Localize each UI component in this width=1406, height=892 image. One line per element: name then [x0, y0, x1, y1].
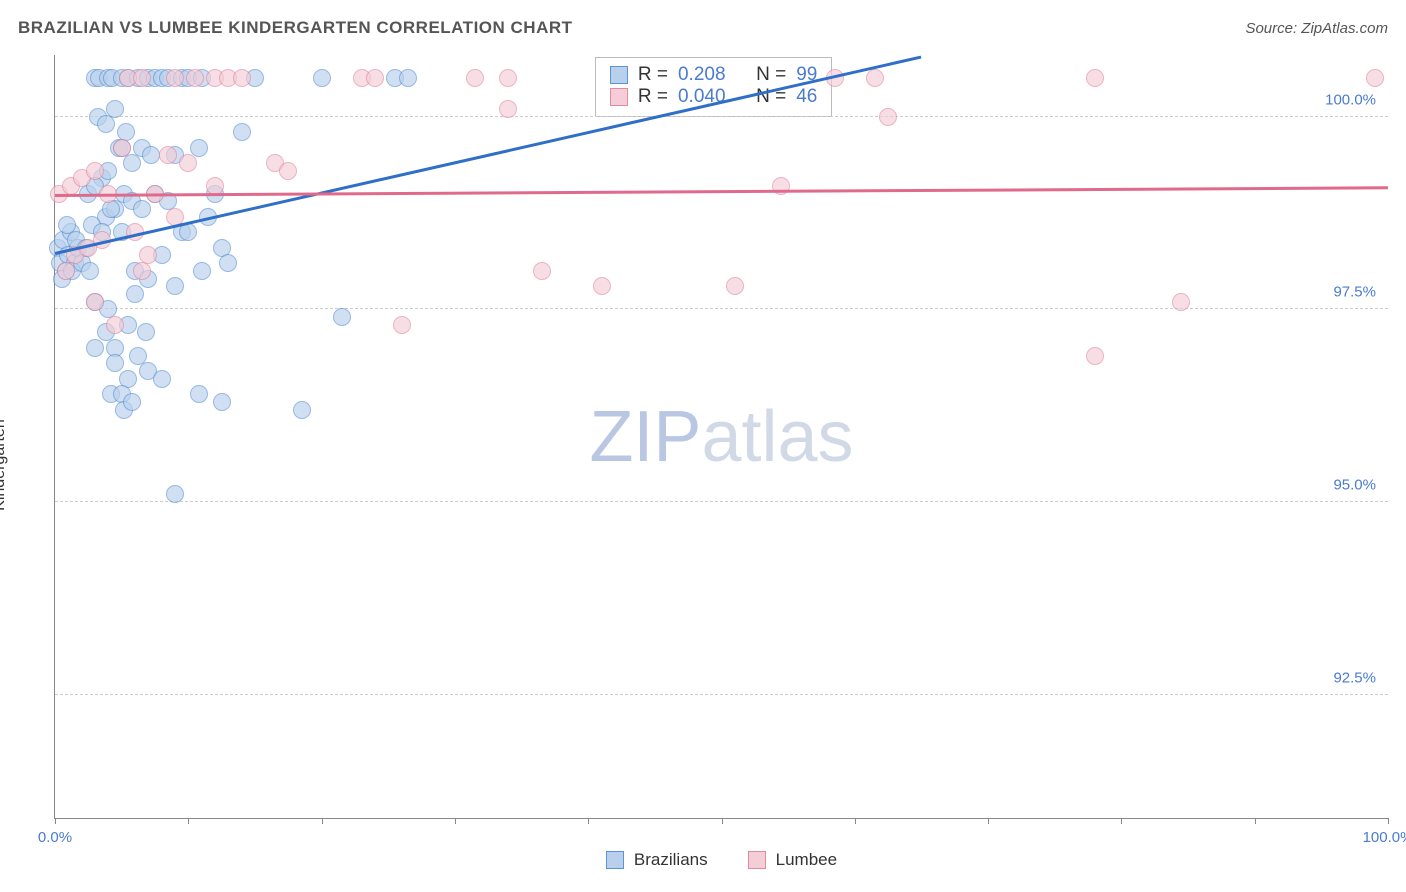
data-point	[499, 100, 517, 118]
x-tick	[455, 818, 456, 824]
data-point	[97, 115, 115, 133]
chart-header: BRAZILIAN VS LUMBEE KINDERGARTEN CORRELA…	[18, 18, 1388, 38]
x-tick	[1121, 818, 1122, 824]
series-swatch	[610, 88, 628, 106]
data-point	[866, 69, 884, 87]
x-tick	[988, 818, 989, 824]
legend-label: Brazilians	[634, 850, 708, 870]
gridline	[55, 308, 1388, 309]
data-point	[57, 262, 75, 280]
x-tick	[588, 818, 589, 824]
data-point	[313, 69, 331, 87]
x-tick	[322, 818, 323, 824]
data-point	[533, 262, 551, 280]
data-point	[126, 285, 144, 303]
x-tick-label: 100.0%	[1363, 829, 1406, 846]
data-point	[142, 146, 160, 164]
data-point	[233, 69, 251, 87]
data-point	[190, 385, 208, 403]
data-point	[106, 316, 124, 334]
data-point	[179, 154, 197, 172]
data-point	[213, 393, 231, 411]
data-point	[123, 154, 141, 172]
data-point	[193, 262, 211, 280]
data-point	[81, 262, 99, 280]
data-point	[1086, 347, 1104, 365]
data-point	[86, 339, 104, 357]
legend-label: Lumbee	[776, 850, 837, 870]
data-point	[399, 69, 417, 87]
gridline	[55, 501, 1388, 502]
data-point	[190, 139, 208, 157]
series-legend: Brazilians Lumbee	[55, 850, 1388, 870]
data-point	[293, 401, 311, 419]
data-point	[153, 370, 171, 388]
data-point	[86, 162, 104, 180]
y-tick-label: 95.0%	[1329, 477, 1380, 494]
data-point	[366, 69, 384, 87]
data-point	[233, 123, 251, 141]
x-tick	[188, 818, 189, 824]
data-point	[102, 200, 120, 218]
data-point	[179, 223, 197, 241]
series-swatch	[748, 851, 766, 869]
watermark: ZIPatlas	[589, 396, 853, 478]
gridline	[55, 116, 1388, 117]
plot-container: Kindergarten ZIPatlas R = 0.208 N = 99R …	[18, 55, 1388, 874]
scatter-plot: ZIPatlas R = 0.208 N = 99R = 0.040 N = 4…	[54, 55, 1388, 819]
data-point	[159, 146, 177, 164]
data-point	[113, 139, 131, 157]
data-point	[393, 316, 411, 334]
x-tick-label: 0.0%	[38, 829, 72, 846]
data-point	[1366, 69, 1384, 87]
legend-item: Lumbee	[748, 850, 837, 870]
data-point	[166, 485, 184, 503]
x-tick	[1388, 818, 1389, 824]
data-point	[1172, 293, 1190, 311]
data-point	[186, 69, 204, 87]
x-tick	[722, 818, 723, 824]
data-point	[106, 100, 124, 118]
data-point	[593, 277, 611, 295]
series-swatch	[610, 66, 628, 84]
data-point	[279, 162, 297, 180]
data-point	[106, 354, 124, 372]
correlation-stats-box: R = 0.208 N = 99R = 0.040 N = 46	[595, 57, 832, 117]
x-tick	[1255, 818, 1256, 824]
data-point	[499, 69, 517, 87]
data-point	[137, 323, 155, 341]
data-point	[133, 200, 151, 218]
legend-item: Brazilians	[606, 850, 708, 870]
chart-title: BRAZILIAN VS LUMBEE KINDERGARTEN CORRELA…	[18, 18, 573, 38]
data-point	[86, 293, 104, 311]
data-point	[166, 69, 184, 87]
data-point	[1086, 69, 1104, 87]
y-tick-label: 92.5%	[1329, 669, 1380, 686]
series-swatch	[606, 851, 624, 869]
data-point	[133, 262, 151, 280]
data-point	[219, 254, 237, 272]
data-point	[166, 277, 184, 295]
x-tick	[55, 818, 56, 824]
gridline	[55, 694, 1388, 695]
data-point	[879, 108, 897, 126]
data-point	[123, 393, 141, 411]
y-tick-label: 97.5%	[1329, 284, 1380, 301]
x-tick	[855, 818, 856, 824]
stats-row: R = 0.208 N = 99	[610, 64, 817, 86]
data-point	[333, 308, 351, 326]
data-point	[726, 277, 744, 295]
y-tick-label: 100.0%	[1321, 91, 1380, 108]
chart-source: Source: ZipAtlas.com	[1245, 20, 1388, 37]
y-axis-label: Kindergarten	[0, 419, 9, 511]
data-point	[133, 69, 151, 87]
trend-line	[55, 186, 1388, 196]
data-point	[466, 69, 484, 87]
